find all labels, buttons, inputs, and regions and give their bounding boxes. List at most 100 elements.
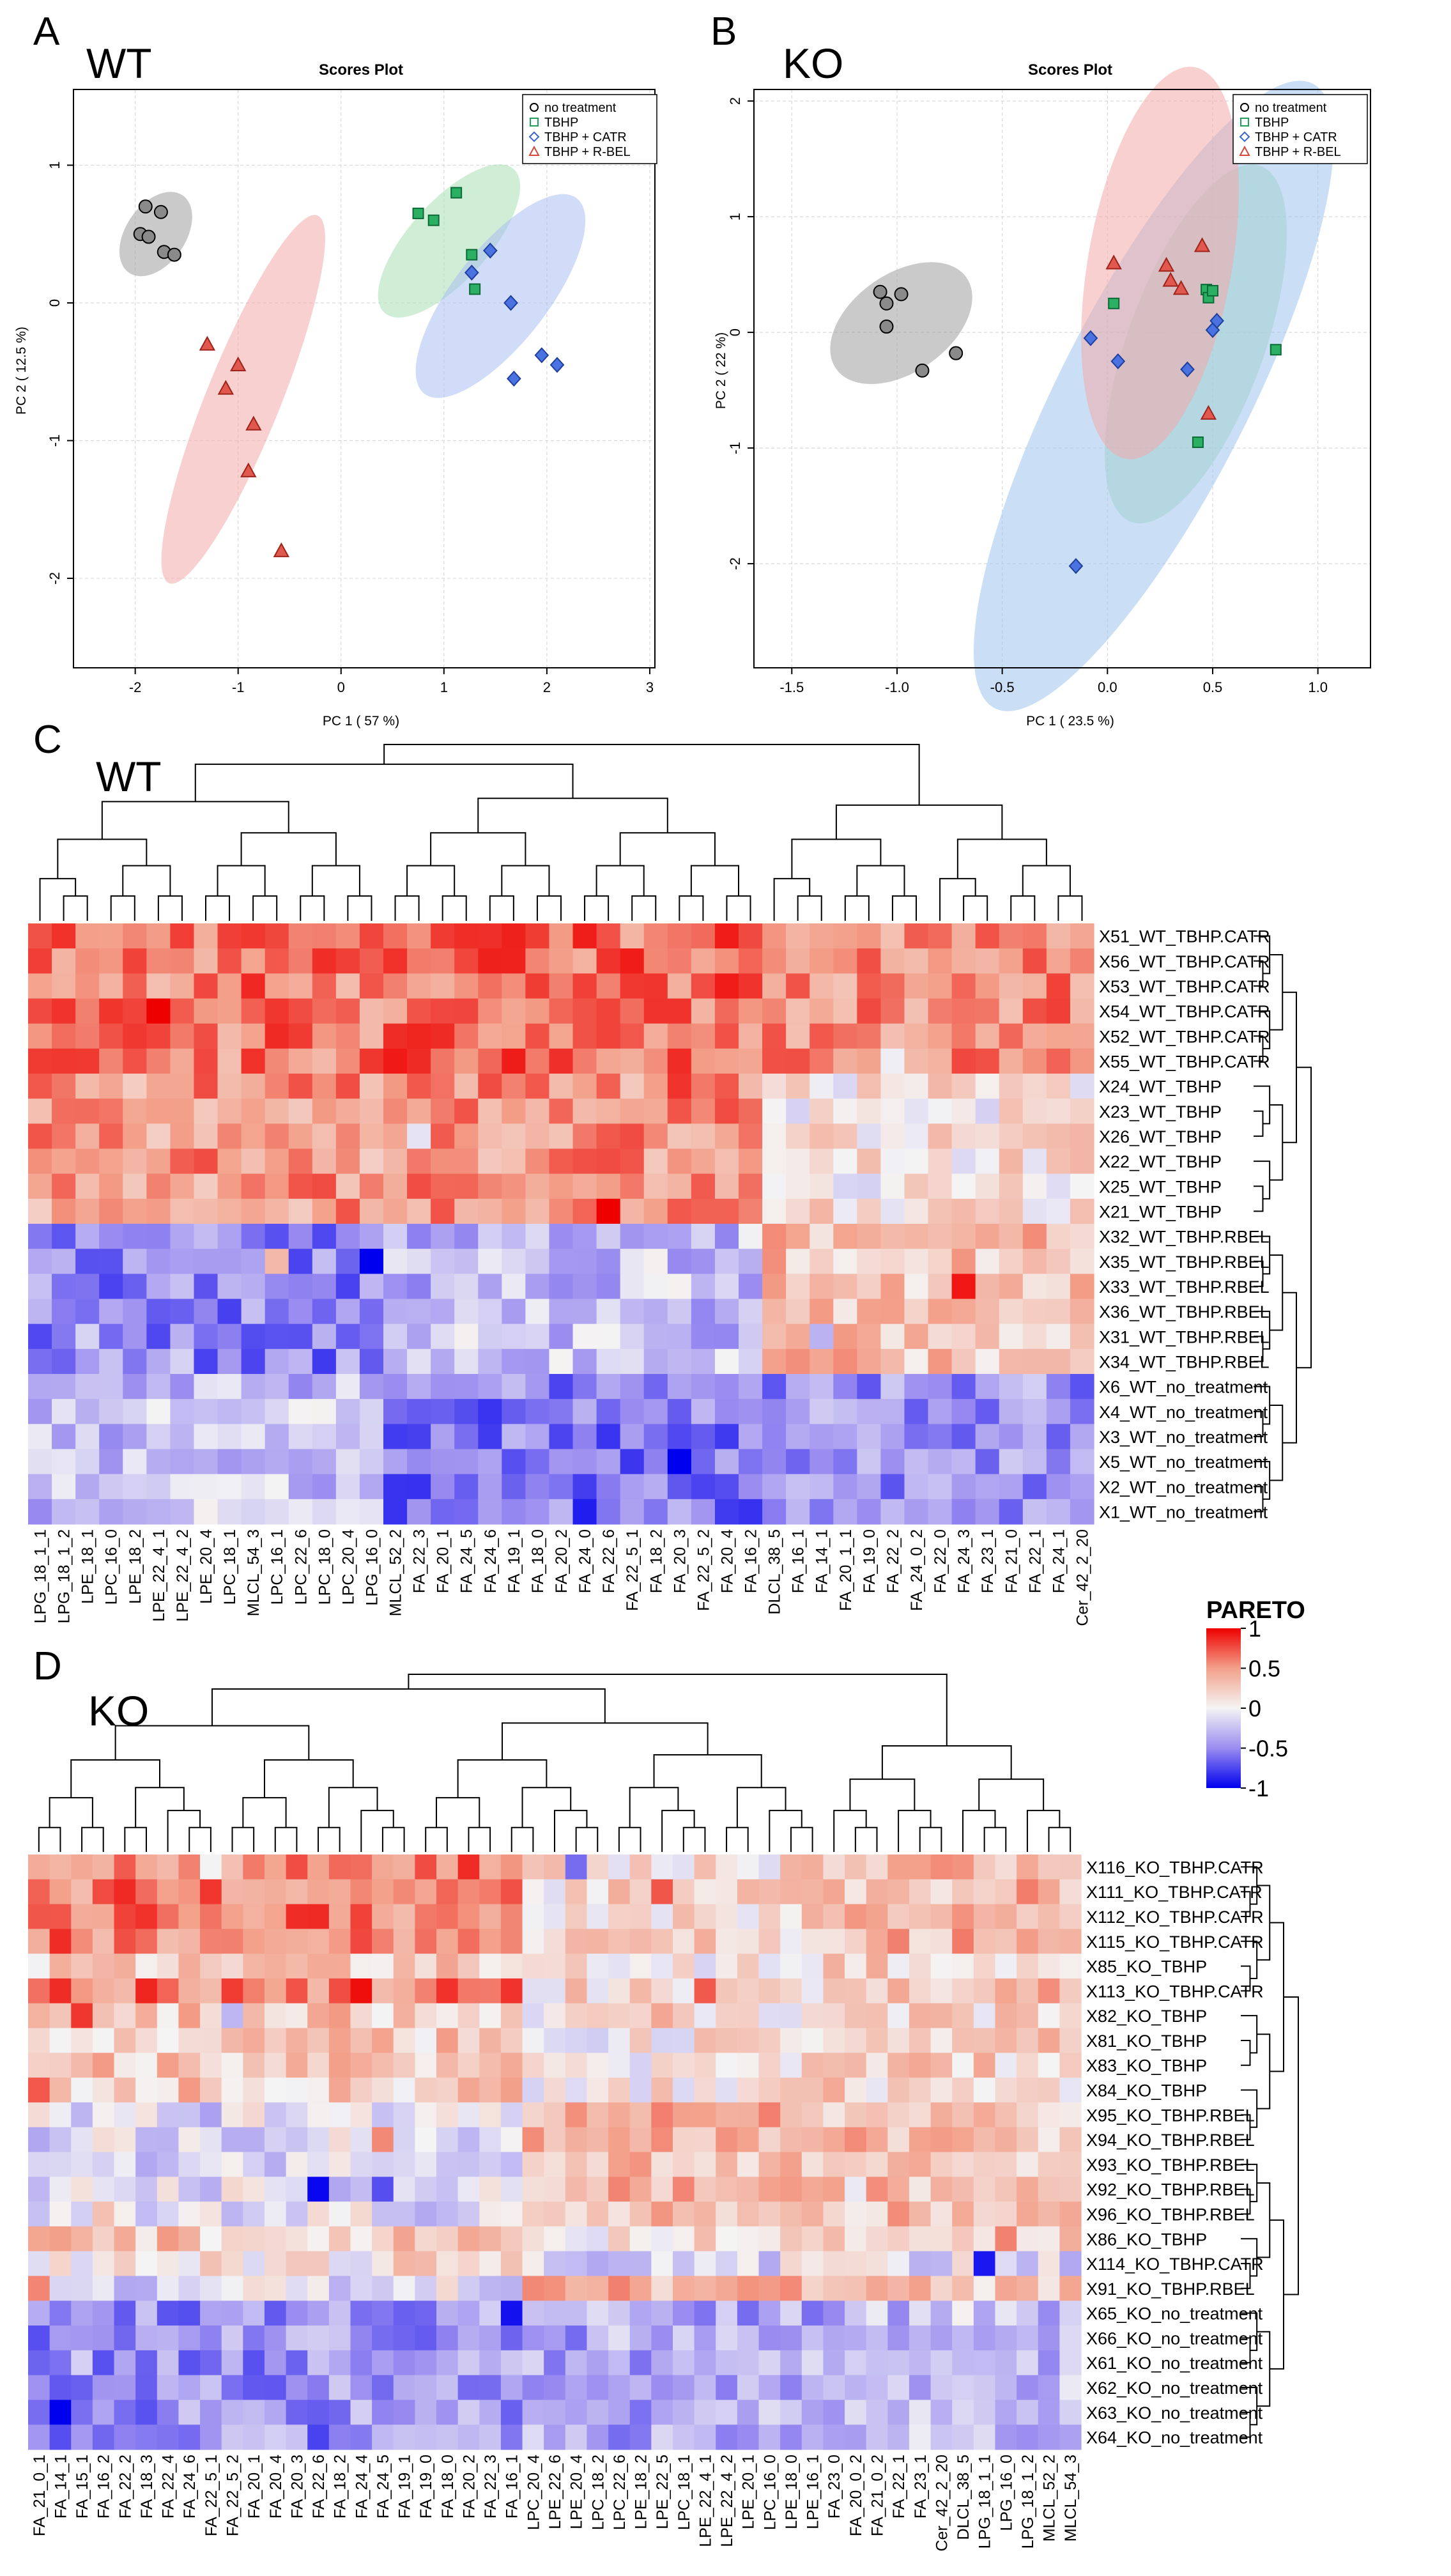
- dendrogram-branch: [833, 1810, 867, 1852]
- heatmap-cell: [75, 1023, 100, 1049]
- heatmap-cell: [243, 1879, 265, 1905]
- heatmap-cell: [525, 1148, 550, 1175]
- heatmap-cell: [651, 1904, 673, 1929]
- heatmap-cell: [286, 1879, 308, 1905]
- heatmap-cell: [762, 1099, 787, 1124]
- heatmap-cell: [845, 2102, 867, 2128]
- heatmap-cell: [221, 2425, 243, 2450]
- heatmap-cell: [241, 1074, 266, 1099]
- heatmap-cell: [52, 1348, 76, 1375]
- heatmap-cell: [200, 1904, 222, 1929]
- heatmap-cell: [887, 2375, 910, 2401]
- heatmap-cell: [930, 2028, 953, 2053]
- heatmap-cell: [716, 1904, 738, 1929]
- heatmap-cell: [478, 1499, 502, 1525]
- column-label: FA_23_1: [979, 1529, 997, 1593]
- heatmap-cell: [643, 1424, 668, 1450]
- heatmap-cell: [880, 1299, 905, 1325]
- heatmap-cell: [307, 2425, 330, 2450]
- heatmap-cell: [694, 1904, 716, 1929]
- dendrogram-branch: [1241, 2039, 1251, 2066]
- heatmap-cell: [114, 2325, 136, 2351]
- heatmap-cell: [1046, 1474, 1071, 1500]
- heatmap-cell: [714, 1198, 739, 1224]
- heatmap-cell: [500, 1978, 523, 2004]
- heatmap-cell: [629, 2301, 652, 2326]
- heatmap-cell: [786, 1449, 810, 1475]
- heatmap-cell: [1046, 1499, 1071, 1525]
- heatmap-cell: [178, 2400, 201, 2425]
- heatmap-cell: [286, 2102, 308, 2128]
- heatmap-cell: [221, 2400, 243, 2425]
- column-label: FA_24_6: [482, 1529, 500, 1593]
- heatmap-cell: [845, 1904, 867, 1929]
- heatmap-cell: [307, 2028, 330, 2053]
- heatmap-cell: [973, 2053, 996, 2078]
- heatmap-cell: [629, 2400, 652, 2425]
- heatmap-cell: [1059, 2226, 1082, 2252]
- heatmap-cell: [454, 1499, 479, 1525]
- heatmap-cell: [880, 1399, 905, 1424]
- heatmap-cell: [714, 1499, 739, 1525]
- heatmap-cell: [909, 2102, 932, 2128]
- heatmap-cell: [833, 1424, 857, 1450]
- point-tbhp-rbel: [245, 415, 262, 431]
- heatmap-cell: [457, 2375, 480, 2401]
- heatmap-cell: [500, 2226, 523, 2252]
- dendrogram-branch: [1254, 1161, 1271, 1199]
- heatmap-cell: [780, 2127, 802, 2153]
- heatmap-cell: [99, 1374, 123, 1400]
- heatmap-cell: [995, 1879, 1017, 1905]
- heatmap-cell: [716, 2425, 738, 2450]
- heatmap-cell: [170, 998, 195, 1024]
- heatmap-cell: [1038, 1855, 1060, 1880]
- dendrogram-branch: [1270, 1404, 1284, 1481]
- heatmap-cell: [737, 1954, 760, 1979]
- column-label: FA_20_3: [288, 2455, 306, 2518]
- heatmap-cell: [691, 1173, 716, 1199]
- heatmap-cell: [28, 1424, 52, 1450]
- heatmap-cell: [928, 1074, 953, 1099]
- heatmap-cell: [1022, 1323, 1047, 1350]
- heatmap-cell: [478, 923, 502, 949]
- heatmap-cell: [909, 2375, 932, 2401]
- heatmap-cell: [157, 2028, 180, 2053]
- column-label: FA_18_2: [647, 1529, 665, 1593]
- heatmap-cell: [264, 2003, 287, 2029]
- heatmap-cell: [880, 1274, 905, 1300]
- heatmap-cell: [393, 2425, 415, 2450]
- heatmap-cell: [952, 2078, 974, 2103]
- heatmap-cell: [596, 1023, 621, 1049]
- heatmap-cell: [620, 1348, 645, 1375]
- heatmap-cell: [714, 923, 739, 949]
- heatmap-cell: [335, 1474, 360, 1500]
- heatmap-cell: [801, 2127, 824, 2153]
- heatmap-cell: [572, 1274, 597, 1300]
- heatmap-cell: [880, 1474, 905, 1500]
- heatmap-cell: [157, 2400, 180, 2425]
- column-label: LPE_22_6: [546, 2455, 564, 2529]
- heatmap-cell: [629, 2152, 652, 2177]
- heatmap-cell: [522, 1929, 544, 1954]
- heatmap-cell: [312, 1148, 337, 1175]
- column-label: FA_22_6: [600, 1529, 618, 1593]
- heatmap-cell: [823, 2350, 845, 2376]
- heatmap-cell: [123, 998, 147, 1024]
- heatmap-cell: [1022, 1499, 1047, 1525]
- heatmap-cell: [307, 2301, 330, 2326]
- heatmap-cell: [739, 1474, 763, 1500]
- heatmap-cell: [801, 1978, 824, 2004]
- heatmap-cell: [716, 1879, 738, 1905]
- heatmap-cell: [525, 1173, 550, 1199]
- color-key: PARETO 10.50-0.5-1: [1206, 1597, 1305, 1801]
- heatmap-cell: [930, 2078, 953, 2103]
- dendrogram-branch: [441, 895, 467, 921]
- heatmap-cell: [286, 2425, 308, 2450]
- heatmap-cell: [833, 1148, 857, 1175]
- heatmap-cell: [786, 1074, 810, 1099]
- row-label: X96_KO_TBHP.RBEL: [1086, 2205, 1255, 2224]
- heatmap-cell: [479, 2202, 502, 2227]
- heatmap-cell: [565, 2003, 588, 2029]
- heatmap-cell: [407, 1023, 431, 1049]
- heatmap-cell: [288, 1474, 313, 1500]
